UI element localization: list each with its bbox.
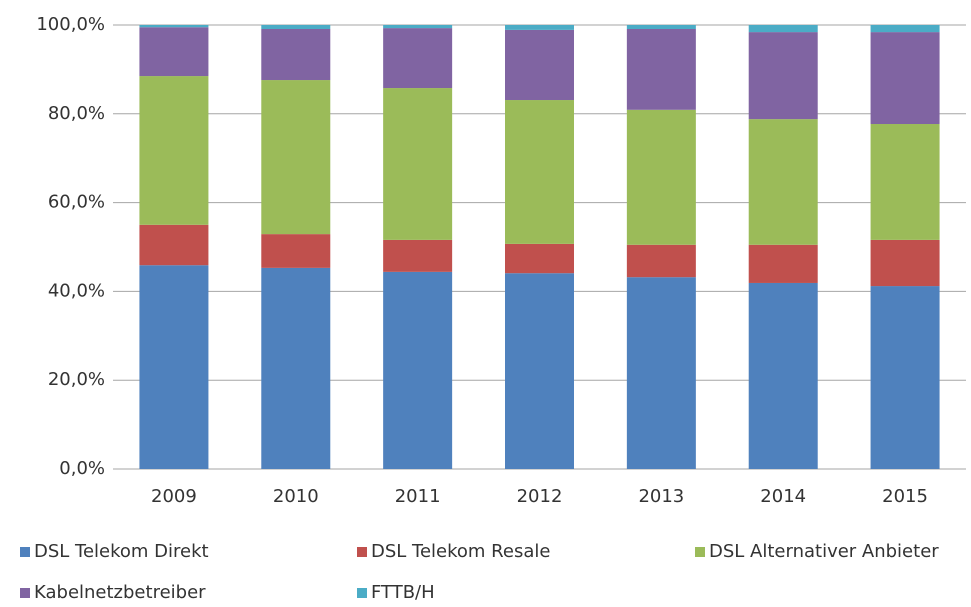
bar-segment [383, 271, 453, 469]
x-tick-label: 2011 [395, 486, 441, 507]
bar-segment [870, 286, 940, 469]
legend-swatch [20, 588, 30, 598]
bar-segment [261, 25, 331, 29]
bar-segment [748, 244, 818, 283]
x-tick-label: 2012 [517, 486, 563, 507]
bar-segment [139, 25, 209, 28]
legend-swatch [357, 547, 367, 557]
legend-label: DSL Telekom Resale [371, 541, 550, 562]
y-tick-label: 60,0% [48, 192, 105, 213]
bar-segment [870, 239, 940, 287]
bar-segment [626, 28, 696, 110]
bar-segment [870, 124, 940, 240]
bar-segment [748, 119, 818, 245]
y-tick-label: 80,0% [48, 103, 105, 124]
legend-label: DSL Telekom Direkt [34, 541, 209, 562]
x-tick-label: 2014 [760, 486, 806, 507]
x-tick-label: 2010 [273, 486, 319, 507]
legend-label: DSL Alternativer Anbieter [709, 541, 939, 562]
y-tick-label: 0,0% [59, 458, 105, 479]
y-tick-label: 20,0% [48, 369, 105, 390]
x-tick-label: 2015 [882, 486, 928, 507]
bar-segment [383, 28, 453, 89]
bar-segment [626, 25, 696, 29]
bar-segment [505, 29, 574, 101]
bar-segment [748, 25, 818, 33]
bar-segment [626, 277, 696, 469]
bar-segment [626, 109, 696, 245]
bar-segment [383, 239, 453, 272]
bar-segment [505, 243, 574, 274]
bar-segment [626, 244, 696, 278]
legend-swatch [20, 547, 30, 557]
x-tick-label: 2013 [638, 486, 684, 507]
bar-segment [139, 76, 209, 225]
bar-segment [870, 32, 940, 125]
bar-segment [139, 265, 209, 469]
bar-segment [139, 27, 209, 77]
legend-swatch [357, 588, 367, 598]
bar-segment [870, 25, 940, 33]
bar-segment [261, 80, 331, 235]
legend-swatch [695, 547, 705, 557]
y-tick-label: 100,0% [36, 14, 105, 35]
legend-label: Kabelnetzbetreiber [34, 582, 206, 603]
bar-segment [383, 88, 453, 240]
x-tick-label: 2009 [151, 486, 197, 507]
bar-segment [261, 234, 331, 268]
bar-segment [748, 32, 818, 120]
bar-segment [748, 282, 818, 469]
bar-segment [383, 25, 453, 29]
bar-segment [505, 25, 574, 30]
y-tick-label: 40,0% [48, 280, 105, 301]
bar-segment [505, 273, 574, 469]
bar-segment [261, 267, 331, 469]
legend-label: FTTB/H [371, 582, 435, 603]
bar-segment [261, 28, 331, 81]
bar-segment [505, 100, 574, 244]
bar-segment [139, 224, 209, 266]
